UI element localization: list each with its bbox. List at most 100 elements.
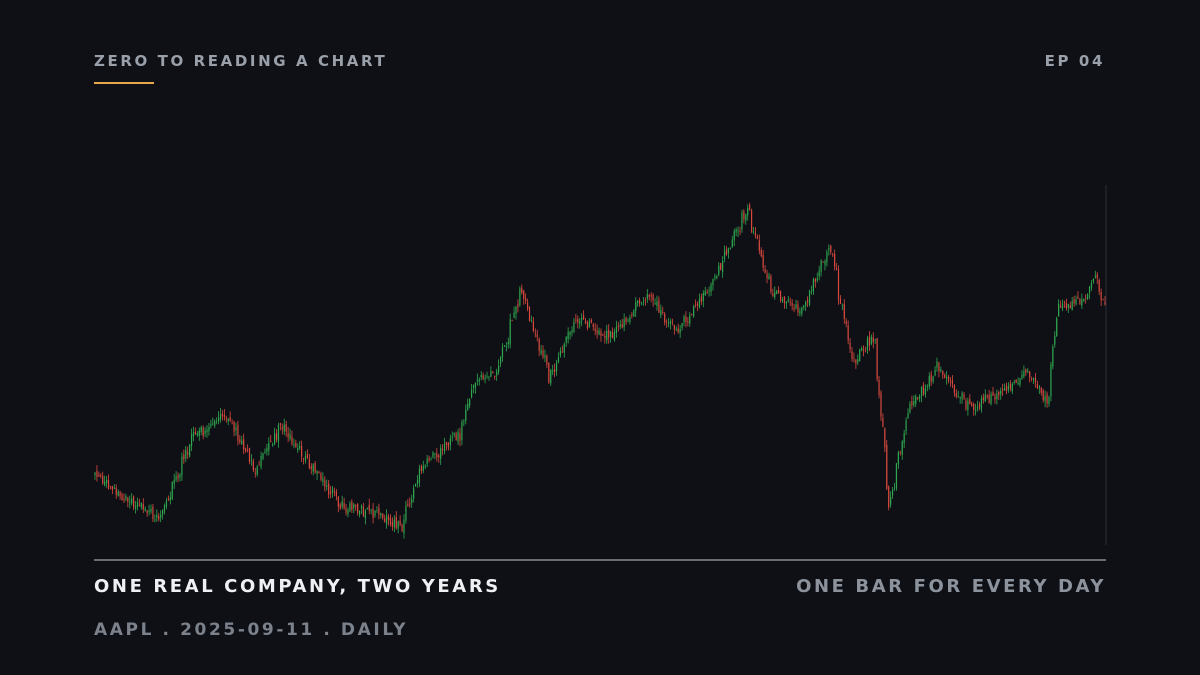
candle-body-down [694,304,697,306]
candle-body-down [760,250,762,257]
candle-body-down [652,294,654,301]
candle-body-up [478,379,480,382]
candle-body-down [123,499,125,501]
candle-body-up [498,365,500,373]
candle-body-up [397,521,399,529]
candle-body-down [223,414,225,418]
candle-body-down [592,324,594,327]
candle-body-up [154,519,156,521]
candle-body-up [1054,335,1056,345]
candle-body-up [920,386,923,397]
candle-body-up [1094,275,1096,278]
candle-body-up [515,306,517,314]
candle-body-up [208,426,210,432]
ticker-date-interval: AAPL . 2025-09-11 . DAILY [94,620,409,640]
candle-body-up [490,371,492,377]
candle-body-up [689,315,691,324]
candle-body-up [501,347,504,358]
candle-body-up [629,316,631,322]
candle-body-up [975,409,977,412]
candle-body-up [486,375,488,377]
candle-body-up [776,290,778,294]
candle-body-down [395,517,397,528]
candle-body-up [936,361,938,368]
candle-body-down [662,312,664,313]
candle-body-up [509,319,511,345]
candle-body-up [1003,388,1006,391]
candle-body-down [814,278,816,283]
candle-body-down [1029,371,1031,378]
candle-body-down [351,501,353,510]
candle-body-up [870,336,872,345]
candle-body-up [105,479,108,483]
candle-body-up [774,292,776,298]
candle-body-up [386,515,388,525]
candle-body-up [370,510,372,511]
candle-body-down [822,261,824,263]
candle-body-up [198,430,200,436]
candle-body-up [824,261,826,265]
candle-body-down [339,504,341,509]
candle-body-up [349,503,351,511]
candle-body-up [712,279,714,286]
candle-body-down [494,375,496,377]
candle-body-down [511,320,513,322]
candle-body-up [1087,294,1089,299]
candle-body-down [1031,378,1033,380]
candle-body-up [919,395,921,399]
candle-body-down [855,359,857,364]
candle-body-up [150,509,152,512]
candle-body-down [492,371,494,374]
candle-body-up [161,509,164,515]
candle-body-up [1050,364,1052,397]
candle-body-up [571,330,573,333]
candle-body-up [519,288,521,305]
candle-body-down [1040,387,1042,393]
candle-body-up [214,421,216,426]
candle-body-down [837,269,840,300]
candle-body-down [872,337,874,343]
candle-body-down [525,297,527,301]
candle-body-up [984,394,986,402]
candle-body-down [442,448,444,450]
candle-body-down [455,433,457,441]
candle-body-down [631,314,633,316]
candle-body-down [243,439,245,450]
candle-body-up [129,501,131,503]
candle-body-up [196,433,198,436]
candle-body-up [134,505,137,509]
candle-body-up [469,399,471,406]
candle-body-up [1061,303,1064,309]
candle-body-down [969,399,971,405]
candle-body-down [420,466,422,472]
candle-body-up [735,229,737,233]
candle-body-down [648,294,650,297]
candle-body-down [884,428,886,448]
candle-body-up [996,393,998,400]
candle-body-down [115,488,117,495]
candle-body-up [559,350,562,356]
title-accent-underline [94,82,154,84]
candle-body-up [434,452,436,454]
candle-body-up [192,432,195,437]
candle-body-up [1027,370,1029,372]
candle-body-down [245,448,247,451]
candle-body-down [409,503,411,505]
candle-body-up [961,392,963,400]
candle-body-down [845,321,847,324]
candle-body-up [156,514,158,518]
candle-body-down [971,403,973,406]
candle-body-up [610,331,612,337]
candle-body-up [727,248,730,253]
candle-body-up [613,331,616,341]
candle-body-down [600,331,602,336]
candle-body-down [333,491,336,493]
candle-body-up [866,338,869,351]
candle-body-down [677,328,679,333]
candle-body-down [758,240,760,251]
candle-body-up [722,260,724,272]
candle-body-down [281,427,283,429]
candle-body-down [1015,379,1017,383]
candle-body-up [552,370,554,372]
candle-body-down [973,404,975,410]
